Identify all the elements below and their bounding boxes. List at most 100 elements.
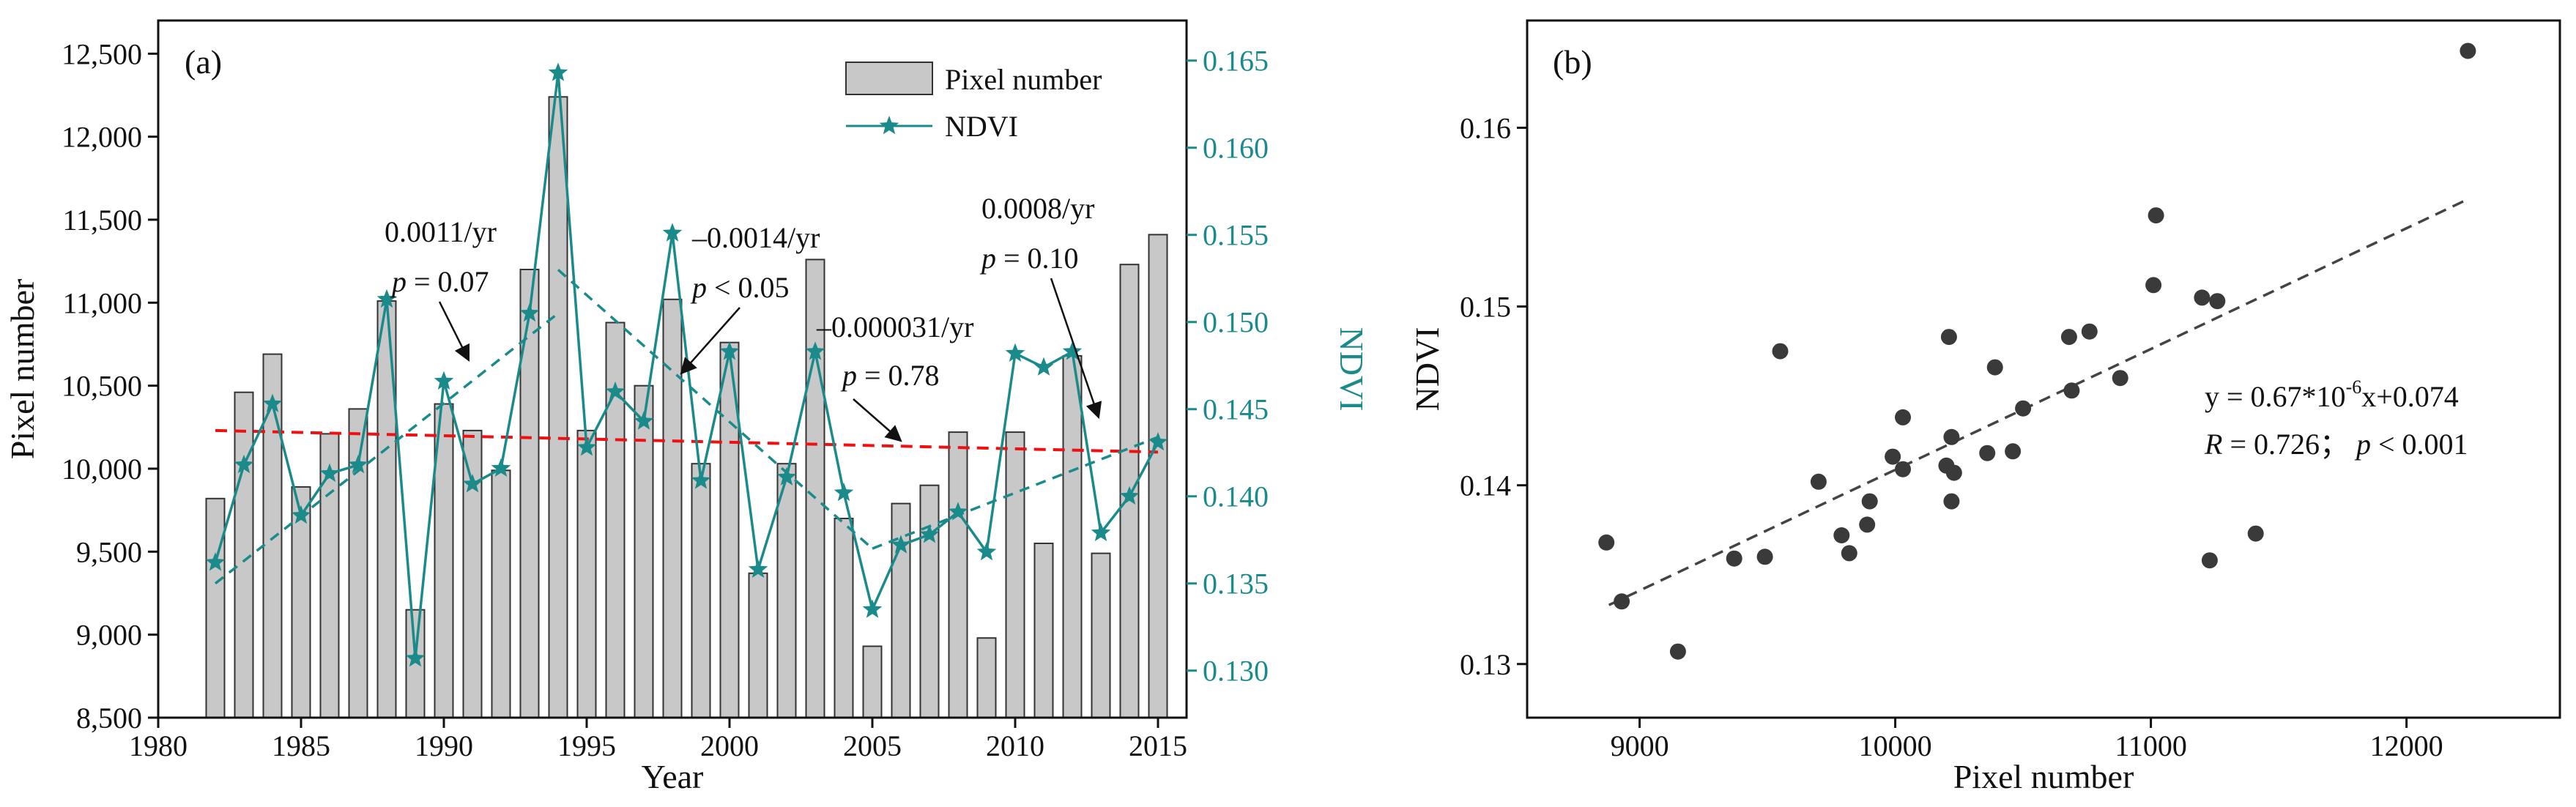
scatter-point-34 [2460,42,2476,59]
ndvi-trend-3 [872,436,1159,550]
ndvi-point-1999 [691,470,711,489]
plot-frame-b [1526,19,2561,719]
annotation-3-slope: –0.000031/yr [816,310,973,343]
y-tick-label-12,500: 12,500 [62,37,142,70]
ndvi-point-1988 [376,289,397,308]
ndvi-point-2011 [1033,357,1054,376]
scatter-point-30 [2194,289,2211,306]
y-axis-right-a: 0.130 0.135 0.140 0.145 0.150 0.155 0.160 0.165 [1187,45,1269,688]
ndvi-point-2007 [919,524,940,543]
bar-1987 [348,408,368,719]
scatter-point-28 [2145,277,2162,294]
x-axis-title-b: Pixel number [1953,758,2134,795]
regression-equation: y = 0.67*10-6x+0.074 [2205,376,2459,413]
bar-2005 [862,645,883,718]
ndvi-trend-1 [214,312,560,585]
scatter-point-24 [2060,329,2077,346]
ndvi-point-1982 [205,552,226,571]
ndvi-point-2005 [862,599,883,618]
bar-1993 [519,269,540,718]
y-axis-b: 0.13 0.14 0.15 0.16 [1460,111,1527,681]
arrow-1 [438,301,470,362]
scatter-point-20 [1979,445,1996,461]
pixel-number-bars [205,96,1168,719]
y2-tick-label-0.150: 0.150 [1203,306,1269,339]
b-y-tick-label-0.15: 0.15 [1460,291,1511,324]
scatter-point-13 [1895,461,1911,477]
x-axis-a: 1980 1985 1990 1995 2000 2005 2010 2015 [129,718,1187,762]
bar-1985 [291,486,311,719]
ndvi-point-1991 [462,474,483,493]
annotation-3: –0.000031/yr p = 0.78 [816,310,973,392]
bar-1989 [405,609,426,719]
scatter-point-3 [1669,643,1686,660]
bar-1995 [576,429,597,719]
x-tick-label-1980: 1980 [129,729,188,762]
scatter-points [1598,42,2476,660]
ndvi-point-1990 [434,371,454,390]
bar-2001 [748,572,768,718]
scatter-point-22 [2005,443,2022,460]
legend-bar-swatch [845,62,933,95]
bar-1994 [548,96,568,719]
scatter-point-6 [1772,343,1789,360]
ndvi-point-1995 [576,437,597,456]
panel-label-b: (b) [1553,43,1592,81]
scatter-point-8 [1833,527,1850,543]
scatter-point-2 [1614,593,1630,610]
b-y-tick-label-0.14: 0.14 [1460,469,1511,502]
ndvi-point-2014 [1119,486,1140,505]
annotation-2-p: p < 0.05 [690,271,790,304]
x-tick-label-2005: 2005 [843,729,902,762]
bar-2013 [1091,552,1111,718]
bar-1997 [634,384,654,718]
ndvi-point-1998 [662,223,683,242]
panel-b: 9000 10000 11000 12000 0.13 0.14 0.15 0.16 (b)… [1408,19,2561,795]
ndvi-point-2009 [976,541,997,561]
x-axis-title-a: Year [642,758,704,795]
annotation-2: –0.0014/yr p < 0.05 [690,221,820,304]
legend-label-pixel: Pixel number [945,63,1102,96]
y2-axis-title-a: NDVI [1333,327,1370,412]
arrow-3 [853,398,902,442]
ndvi-point-2010 [1005,343,1025,362]
bar-2004 [834,518,854,718]
b-y-tick-label-0.13: 0.13 [1460,648,1511,681]
ndvi-point-1986 [319,463,340,483]
scatter-point-23 [2015,400,2032,417]
bar-2008 [948,431,968,718]
ndvi-point-1994 [548,62,568,81]
annotation-3-p: p = 0.78 [840,359,940,392]
bar-2007 [919,484,940,718]
bar-2011 [1033,543,1054,718]
scatter-point-16 [1940,329,1957,346]
bar-1999 [691,463,711,718]
y-axis-title-b: NDVI [1408,327,1446,412]
scatter-point-33 [2247,525,2264,542]
annotation-4-slope: 0.0008/yr [981,192,1094,225]
b-y-tick-label-0.16: 0.16 [1460,111,1511,144]
bar-1982 [205,497,226,718]
scatter-point-19 [1945,464,1962,481]
annotation-1: 0.0011/yr p = 0.07 [385,215,497,298]
scatter-point-26 [2081,323,2098,340]
y-axis-title-a: Pixel number [4,279,41,460]
scatter-point-18 [1943,493,1960,510]
panel-a: 1980 1985 1990 1995 2000 2005 2010 2015 8,500 9,… [4,19,1370,795]
y2-tick-label-0.155: 0.155 [1203,219,1269,252]
x-tick-label-1985: 1985 [272,729,330,762]
scatter-point-4 [1726,550,1742,567]
fit-line [1608,198,2469,606]
ndvi-point-1993 [519,302,540,322]
ndvi-point-1997 [634,411,654,430]
annotation-4-p: p = 0.10 [979,242,1079,275]
scatter-point-27 [2112,370,2128,387]
scatter-point-25 [2063,382,2080,399]
scatter-point-10 [1859,516,1876,533]
scatter-point-29 [2148,207,2164,224]
ndvi-point-1992 [491,458,511,477]
bar-2010 [1005,431,1025,718]
ndvi-point-1983 [234,454,254,474]
y-tick-label-11,500: 11,500 [62,204,142,237]
